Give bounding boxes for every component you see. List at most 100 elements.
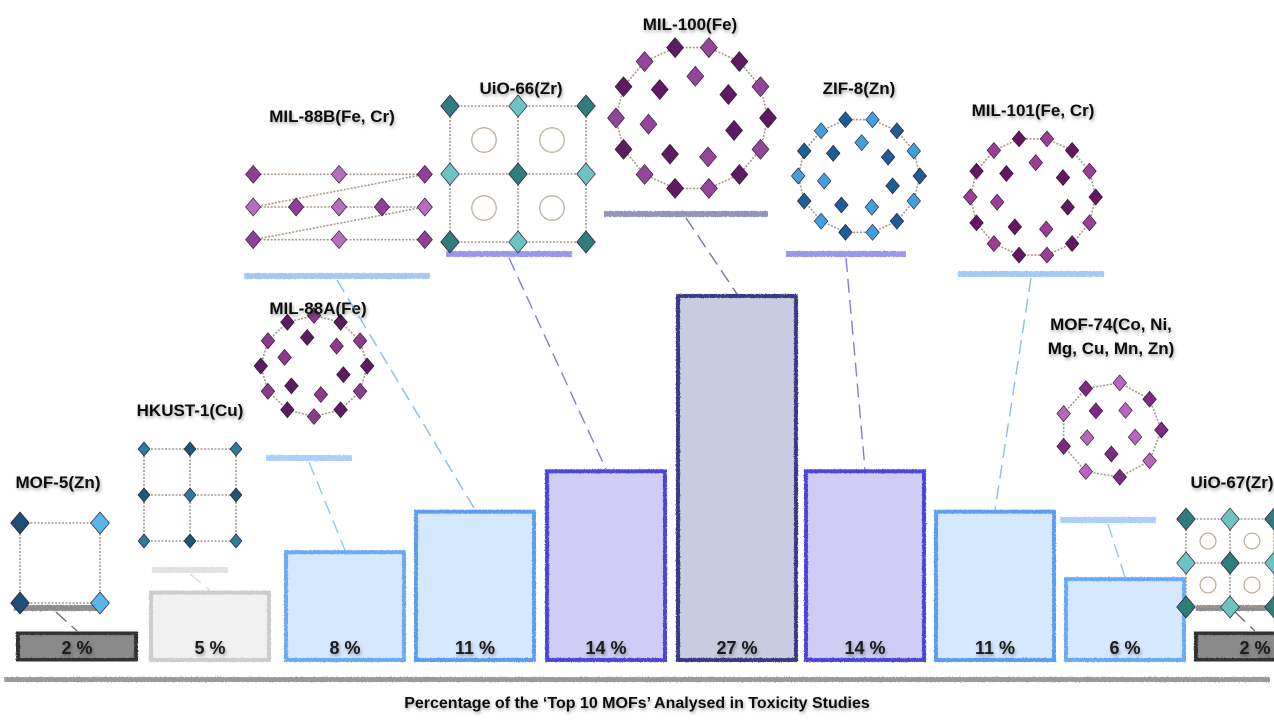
category-label-line: UiO-67(Zr) [1190, 473, 1273, 492]
category-label: MOF-74(Co, Ni, Mg, Cu, Mn, Zn) [1048, 315, 1175, 358]
metal-node [1064, 235, 1080, 253]
metal-node [1088, 402, 1104, 420]
metal-node [864, 198, 880, 216]
metal-node [826, 144, 841, 162]
mil101-structure-icon [963, 130, 1103, 264]
metal-node [280, 401, 295, 419]
metal-node [1039, 220, 1054, 238]
metal-node [1055, 169, 1071, 187]
category-label-line: MIL-88A(Fe) [269, 299, 366, 318]
metal-node [1176, 551, 1196, 575]
metal-node [90, 511, 110, 535]
value-label: 27 % [716, 638, 757, 658]
metal-node [719, 84, 738, 105]
metal-node [1011, 246, 1027, 264]
metal-node [686, 65, 705, 87]
category-label: MOF-5(Zn) [16, 473, 101, 492]
metal-node [1112, 374, 1127, 392]
metal-node [1039, 246, 1055, 264]
linker [1119, 460, 1150, 478]
linker [253, 173, 425, 208]
mil100-structure-icon [607, 37, 777, 199]
uio67-structure-icon [1176, 507, 1274, 619]
connector-line [189, 573, 211, 592]
bar-2 [149, 590, 271, 662]
metal-node [440, 230, 460, 254]
metal-node [906, 192, 921, 210]
mof74-structure-icon [1056, 374, 1169, 486]
metal-node [245, 197, 262, 217]
linker [1119, 382, 1150, 400]
metal-node [1220, 595, 1240, 619]
metal-node [10, 511, 30, 535]
metal-node [639, 113, 658, 135]
metal-node [229, 441, 243, 457]
metal-node [607, 107, 625, 129]
metal-node [889, 212, 905, 230]
mil88a-structure-icon [253, 306, 375, 426]
metal-node [1011, 130, 1027, 148]
metal-node [813, 122, 829, 140]
linker [253, 206, 425, 241]
metal-node [306, 306, 322, 324]
metal-node [333, 313, 348, 331]
metal-node [299, 329, 315, 346]
metal-node [1078, 463, 1093, 480]
metal-node [635, 163, 654, 185]
metal-node [759, 107, 777, 129]
metal-node [986, 141, 1002, 159]
metal-node [725, 119, 743, 141]
mof5-structure-icon [10, 511, 110, 615]
bar-3 [284, 550, 406, 662]
metal-node [999, 165, 1014, 182]
metal-node [666, 37, 684, 59]
metal-node [700, 177, 718, 199]
category-label: UiO-66(Zr) [479, 79, 562, 98]
category-label: UiO-67(Zr) [1190, 473, 1273, 492]
connector-line [336, 279, 476, 511]
metal-node [360, 357, 375, 375]
pedestal-line [786, 251, 906, 257]
metal-node [330, 197, 348, 217]
pedestal-line [244, 273, 430, 279]
metal-node [661, 143, 679, 165]
metal-node [1104, 445, 1119, 463]
metal-node [700, 37, 718, 59]
metal-node [352, 382, 368, 400]
value-label: 14 % [844, 638, 885, 658]
metal-node [885, 177, 900, 195]
metal-node [751, 138, 770, 160]
metal-node [986, 235, 1002, 253]
metal-node [284, 377, 299, 395]
metal-node [1028, 154, 1043, 172]
pedestal-line [14, 605, 98, 611]
metal-node [865, 111, 880, 129]
metal-node [699, 146, 717, 168]
metal-node [508, 94, 528, 118]
metal-node [10, 591, 30, 615]
category-label: HKUST-1(Cu) [137, 401, 244, 420]
metal-node [816, 172, 832, 190]
category-label-line: Mg, Cu, Mn, Zn) [1048, 339, 1175, 358]
metal-node [1112, 468, 1127, 486]
metal-node [791, 167, 806, 185]
metal-node [635, 51, 654, 73]
metal-node [137, 487, 151, 503]
connector-line [994, 277, 1032, 510]
zif8-structure-icon [791, 111, 927, 241]
metal-node [865, 223, 880, 241]
metal-node [1082, 162, 1097, 180]
metal-node [834, 196, 849, 214]
metal-node [313, 386, 329, 403]
ring-linker [1243, 532, 1261, 550]
metal-node [576, 230, 596, 254]
category-label: MIL-100(Fe) [643, 15, 737, 34]
metal-node [416, 164, 433, 184]
metal-node [576, 162, 596, 186]
metal-node [650, 79, 669, 101]
metal-node [854, 134, 869, 152]
category-label: MIL-101(Fe, Cr) [972, 101, 1095, 120]
metal-node [1056, 437, 1071, 455]
ring-linker [1199, 576, 1217, 594]
metal-node [1118, 401, 1133, 419]
